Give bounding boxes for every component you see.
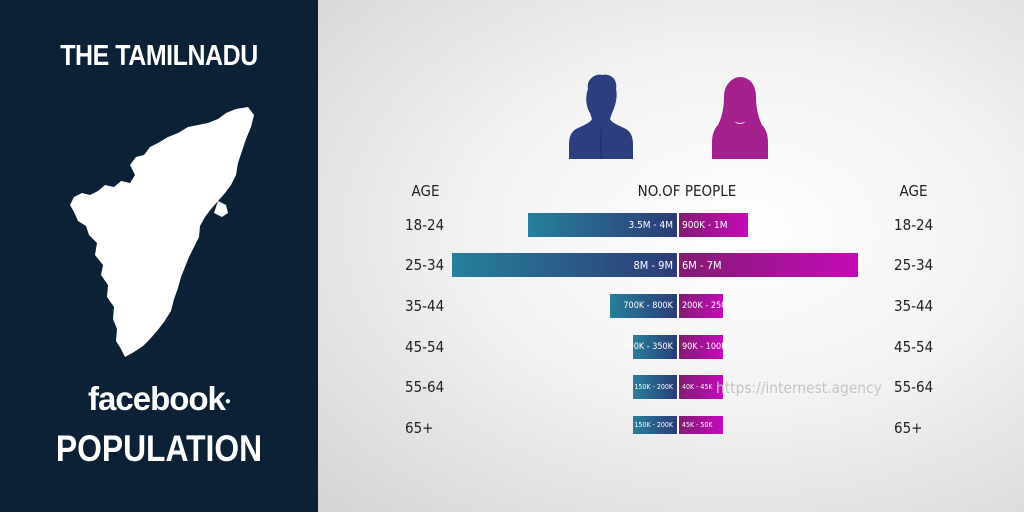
bar-divider [677, 416, 679, 434]
age-label-left: 35-44 [405, 297, 445, 315]
female-bar-label: 90K - 100K [682, 342, 727, 352]
left-panel: THE TAMILNADU facebook● POPULATION [0, 0, 318, 512]
female-bar: 900K - 1M [679, 213, 748, 237]
female-bar-label: 900K - 1M [682, 219, 728, 231]
male-person-icon [569, 74, 633, 159]
age-label-right: 55-64 [894, 378, 934, 396]
male-bar-label: 8M - 9M [633, 258, 673, 272]
age-header-left: AGE [411, 182, 440, 200]
male-bar: 8M - 9M [452, 253, 677, 277]
age-label-left: 55-64 [405, 378, 445, 396]
age-label-left: 45-54 [405, 338, 445, 356]
male-bar-label: 3.5M - 4M [628, 219, 673, 231]
age-label-left: 25-34 [405, 256, 445, 274]
age-label-right: 65+ [894, 419, 923, 437]
female-bar-label: 6M - 7M [682, 258, 722, 272]
female-bar-label: 200K - 250K [682, 301, 732, 311]
male-bar: 700K - 800K [610, 294, 677, 318]
bar-divider [677, 294, 679, 318]
tamil-nadu-map-icon [70, 107, 254, 357]
page-title: THE TAMILNADU [60, 40, 258, 72]
male-bar: 150K - 200K [633, 416, 677, 434]
bar-divider [677, 253, 679, 277]
female-bar: 90K - 100K [679, 335, 727, 359]
male-bar: 300K - 350K [623, 335, 677, 359]
male-bar-label: 300K - 350K [623, 342, 673, 352]
female-bar: 45K - 50K [679, 416, 723, 434]
bar-divider [677, 375, 679, 399]
female-bar-label: 40K - 45K [682, 383, 713, 391]
male-bar-label: 150K - 200K [634, 383, 673, 391]
age-label-right: 35-44 [894, 297, 934, 315]
subtitle: POPULATION [55, 428, 263, 469]
male-bar: 150K - 200K [633, 375, 677, 399]
female-bar: 40K - 45K [679, 375, 723, 399]
age-label-left: 18-24 [405, 216, 445, 234]
facebook-logo: facebook● [88, 380, 231, 417]
bar-divider [677, 213, 679, 237]
female-person-icon [712, 77, 768, 159]
bar-divider [677, 335, 679, 359]
female-bar: 200K - 250K [679, 294, 732, 318]
age-header-right: AGE [899, 182, 928, 200]
male-bar-label: 150K - 200K [634, 421, 673, 429]
female-bar-label: 45K - 50K [682, 421, 713, 429]
brand-text: facebook [88, 380, 226, 417]
female-bar: 6M - 7M [679, 253, 859, 277]
people-header: NO.OF PEOPLE [637, 182, 737, 200]
watermark: https://internest.agency [716, 379, 882, 397]
age-label-right: 18-24 [894, 216, 934, 234]
age-label-right: 45-54 [894, 338, 934, 356]
age-label-right: 25-34 [894, 256, 934, 274]
male-bar: 3.5M - 4M [527, 213, 677, 237]
age-label-left: 65+ [405, 419, 434, 437]
male-bar-label: 700K - 800K [623, 301, 673, 311]
